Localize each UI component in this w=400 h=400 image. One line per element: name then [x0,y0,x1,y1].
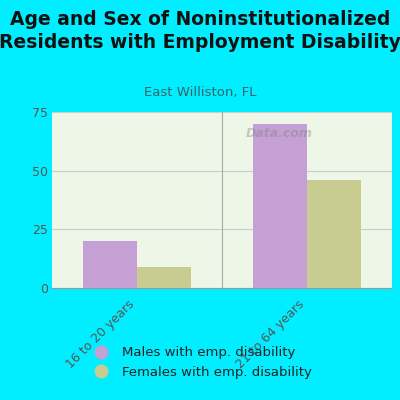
Bar [137,267,191,288]
Bar [307,180,362,288]
Legend: Males with emp. disability, Females with emp. disability: Males with emp. disability, Females with… [81,340,319,386]
Bar [253,124,307,288]
Text: East Williston, FL: East Williston, FL [144,86,256,99]
Text: Data.com: Data.com [246,127,313,140]
Text: Age and Sex of Noninstitutionalized
Residents with Employment Disability: Age and Sex of Noninstitutionalized Resi… [0,10,400,52]
Bar [82,241,137,288]
